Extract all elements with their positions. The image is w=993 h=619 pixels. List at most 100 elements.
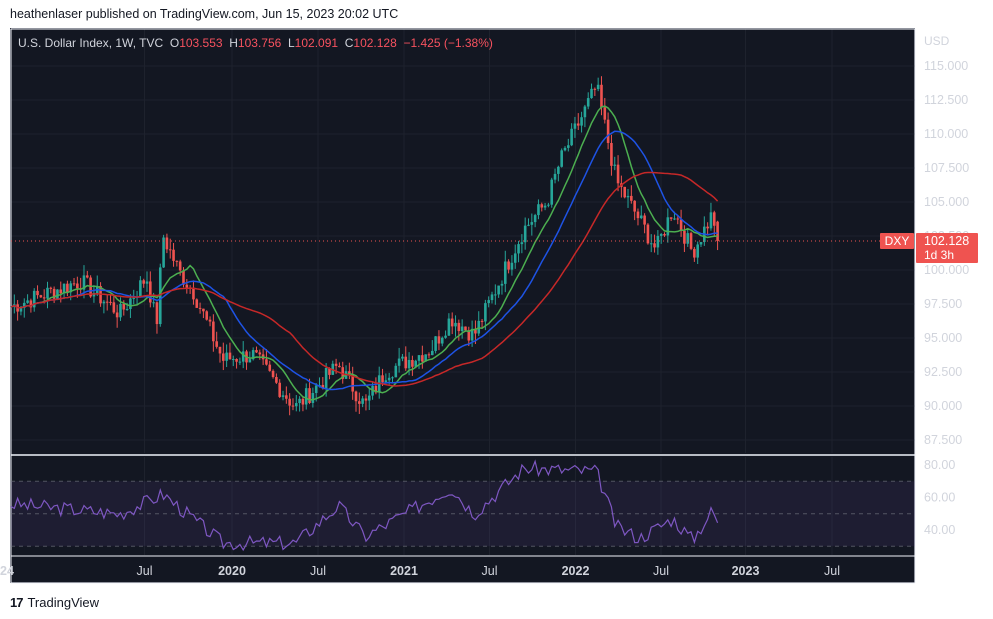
candle-body [212, 321, 215, 342]
price-tag-value: 102.128 [924, 234, 969, 248]
candle-body [361, 398, 364, 404]
candle-body [543, 205, 547, 208]
candle-body [52, 288, 56, 299]
legend-change: −1.425 (−1.38%) [403, 36, 493, 50]
candle-body [311, 393, 315, 403]
time-tick-label: 2020 [218, 564, 246, 578]
candle-body [358, 401, 361, 404]
candle-body [119, 303, 122, 318]
candles [13, 76, 719, 416]
price-tag-countdown: 1d 3h [924, 248, 954, 262]
candle-body [653, 243, 656, 248]
legend-low-value: 102.091 [294, 36, 339, 50]
candle-body [596, 84, 600, 90]
price-tick-label: 100.000 [924, 263, 969, 277]
candle-body [228, 352, 232, 360]
price-tick-label: 95.000 [924, 331, 962, 345]
candle-body [248, 359, 252, 363]
candle-body [480, 320, 484, 322]
candle-body [570, 128, 573, 146]
price-tick-label: 97.500 [924, 297, 962, 311]
candle-body [510, 262, 514, 270]
candle-body [218, 346, 222, 354]
candle-body [394, 365, 398, 378]
symbol-tag: DXY [885, 234, 910, 248]
candle-body [421, 355, 424, 362]
candle-body [328, 367, 331, 375]
candle-body [666, 217, 670, 236]
candle-body [155, 302, 159, 325]
candle-body [430, 350, 434, 356]
candle-body [590, 88, 593, 99]
time-tick-label: Jul [137, 564, 153, 578]
candle-body [507, 261, 510, 270]
tradingview-brand[interactable]: 17 TradingView [10, 595, 99, 610]
candle-body [374, 385, 378, 393]
candle-body [222, 353, 225, 361]
candle-body [22, 302, 26, 308]
candle-body [178, 261, 182, 271]
candle-body [294, 403, 298, 407]
candle-body [494, 294, 497, 296]
candle-body [62, 283, 66, 294]
candle-body [202, 308, 205, 312]
candle-body [85, 275, 89, 278]
candle-body [646, 224, 650, 244]
candle-body [497, 285, 500, 295]
candle-body [639, 215, 643, 219]
candle-body [457, 322, 461, 332]
candle-body [547, 204, 550, 206]
candle-body [387, 377, 391, 381]
candle-body [424, 354, 427, 362]
candle-body [567, 145, 570, 148]
candle-body [225, 352, 228, 361]
candle-body [182, 270, 185, 285]
candle-body [553, 173, 557, 180]
candle-body [59, 289, 63, 294]
candle-body [427, 354, 431, 356]
candle-body [606, 119, 610, 143]
time-tick-label: Jul [824, 564, 840, 578]
candle-body [324, 367, 328, 389]
candle-body [513, 253, 517, 263]
candle-body [583, 106, 587, 118]
candle-body [523, 225, 527, 243]
legend-close-label: C [344, 36, 354, 50]
candle-body [397, 358, 401, 366]
candle-body [49, 287, 53, 289]
candle-body [301, 398, 305, 405]
time-tick-label: 2021 [390, 564, 418, 578]
candle-body [676, 218, 680, 220]
candle-body [716, 221, 719, 242]
candle-body [82, 275, 86, 290]
candle-body [172, 249, 175, 261]
candle-body [444, 335, 447, 338]
candle-body [500, 283, 504, 286]
candle-body [610, 142, 613, 166]
candle-body [66, 283, 69, 293]
candle-body [417, 355, 421, 361]
candle-body [142, 280, 145, 284]
candle-body [404, 356, 408, 369]
candle-body [656, 235, 660, 248]
candle-body [401, 356, 404, 359]
moving-average-line [10, 130, 718, 391]
candle-body [334, 363, 338, 366]
candle-body [484, 303, 487, 322]
candle-body [112, 302, 116, 313]
candle-body [32, 290, 36, 308]
candle-body [109, 301, 112, 303]
candle-body [26, 300, 29, 303]
candle-body [706, 226, 709, 229]
candle-body [205, 311, 209, 320]
price-axis-currency: USD [924, 34, 950, 48]
candle-body [600, 84, 603, 108]
candle-body [19, 307, 23, 312]
candle-body [633, 200, 636, 212]
candle-body [36, 290, 39, 296]
candle-body [39, 295, 43, 298]
candle-body [686, 233, 690, 244]
candle-body [162, 237, 165, 268]
candle-body [278, 382, 282, 397]
